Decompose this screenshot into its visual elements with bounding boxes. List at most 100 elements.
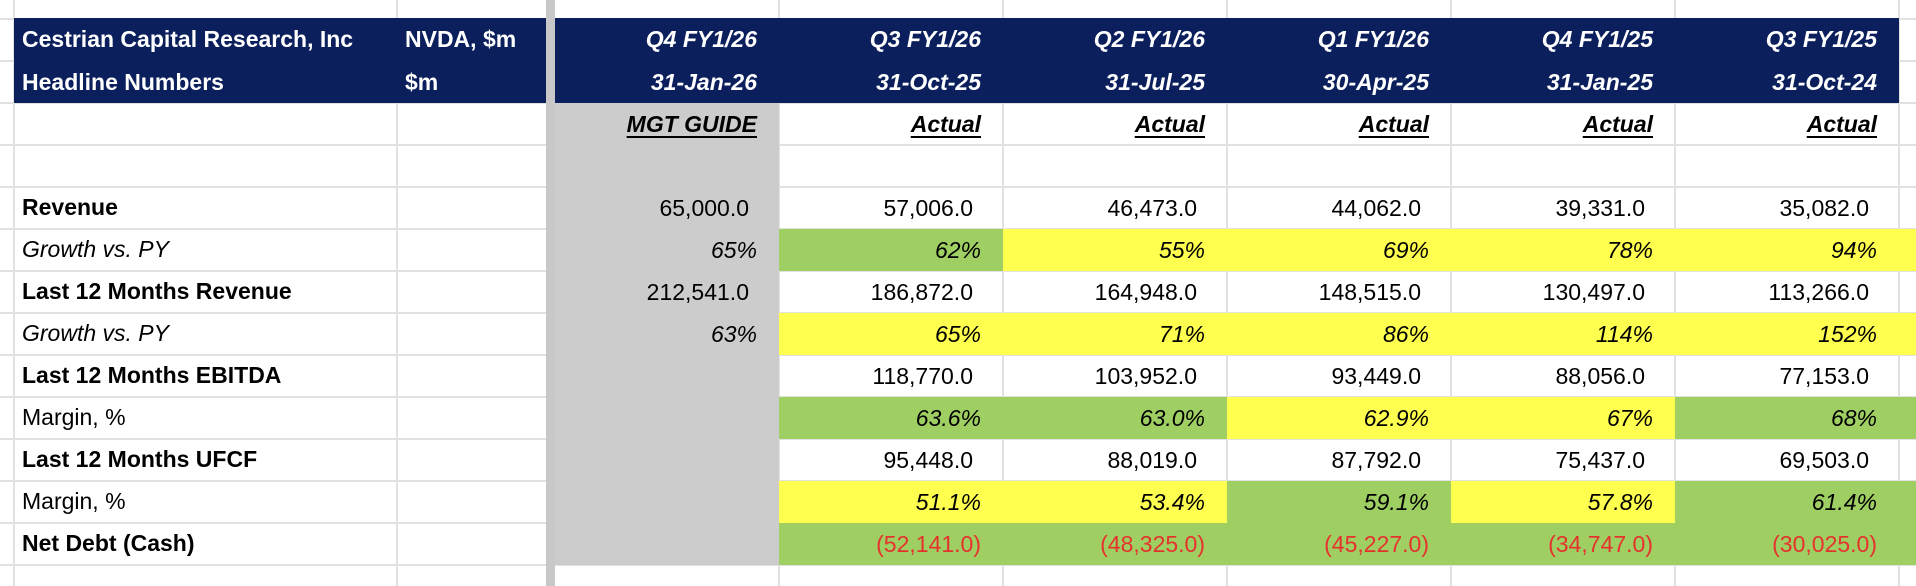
actual-label-cell[interactable]: Actual — [779, 103, 1003, 145]
row-label-cell[interactable]: Revenue — [14, 187, 396, 228]
data-cell[interactable]: 68% — [1675, 397, 1916, 439]
data-cell[interactable]: 114% — [1451, 313, 1675, 355]
row-label-cell[interactable]: Margin, % — [14, 481, 396, 522]
data-cell[interactable]: (45,227.0) — [1227, 523, 1451, 565]
data-cell[interactable] — [555, 397, 779, 439]
numeric-value: 148,515.0 — [1318, 278, 1421, 305]
column-date-header[interactable]: 31-Oct-24 — [1675, 61, 1899, 103]
mgt-guide-label-cell[interactable]: MGT GUIDE — [555, 103, 779, 145]
numeric-value: 65,000.0 — [659, 194, 749, 221]
data-cell[interactable]: 44,062.0 — [1227, 187, 1451, 229]
row-label-cell[interactable]: Last 12 Months Revenue — [14, 271, 396, 312]
column-period-header[interactable]: Q3 FY1/26 — [779, 18, 1003, 61]
data-cell[interactable]: 212,541.0 — [555, 271, 779, 313]
column-period-header[interactable]: Q2 FY1/26 — [1003, 18, 1227, 61]
column-date-header[interactable]: 31-Jan-26 — [555, 61, 779, 103]
row-label-cell[interactable]: Last 12 Months UFCF — [14, 439, 396, 480]
column-date-header[interactable]: 31-Oct-25 — [779, 61, 1003, 103]
percent-value: 67% — [1606, 404, 1653, 431]
data-cell[interactable]: 87,792.0 — [1227, 439, 1451, 481]
header-units-cell[interactable]: $m — [397, 61, 546, 103]
numeric-value: 88,056.0 — [1555, 362, 1645, 389]
data-cell[interactable]: 63.6% — [779, 397, 1003, 439]
data-cell[interactable]: 95,448.0 — [779, 439, 1003, 481]
data-cell[interactable]: 55% — [1003, 229, 1227, 271]
column-period-header[interactable]: Q4 FY1/25 — [1451, 18, 1675, 61]
data-cell[interactable]: 57,006.0 — [779, 187, 1003, 229]
data-cell[interactable]: 53.4% — [1003, 481, 1227, 523]
gridline — [1674, 0, 1676, 586]
data-cell[interactable] — [555, 355, 779, 397]
data-cell[interactable]: 86% — [1227, 313, 1451, 355]
data-cell[interactable]: 88,019.0 — [1003, 439, 1227, 481]
data-cell[interactable] — [555, 523, 779, 565]
percent-value: 69% — [1382, 236, 1429, 263]
data-cell[interactable]: 62% — [779, 229, 1003, 271]
actual-label-cell[interactable]: Actual — [1451, 103, 1675, 145]
data-cell[interactable]: 62.9% — [1227, 397, 1451, 439]
numeric-value: 35,082.0 — [1779, 194, 1869, 221]
column-type-label: Actual — [1582, 110, 1653, 137]
data-cell[interactable]: 94% — [1675, 229, 1916, 271]
data-cell[interactable]: 61.4% — [1675, 481, 1916, 523]
data-cell[interactable]: 130,497.0 — [1451, 271, 1675, 313]
row-label-cell[interactable]: Last 12 Months EBITDA — [14, 355, 396, 396]
data-cell[interactable]: 75,437.0 — [1451, 439, 1675, 481]
row-label-cell[interactable]: Growth vs. PY — [14, 229, 396, 270]
data-cell[interactable]: 103,952.0 — [1003, 355, 1227, 397]
gridline — [1226, 0, 1228, 586]
data-cell[interactable]: 63% — [555, 313, 779, 355]
data-cell[interactable]: (30,025.0) — [1675, 523, 1916, 565]
actual-label-cell[interactable]: Actual — [1227, 103, 1451, 145]
data-cell[interactable]: (52,141.0) — [779, 523, 1003, 565]
data-cell[interactable]: 39,331.0 — [1451, 187, 1675, 229]
numeric-value: 130,497.0 — [1542, 278, 1645, 305]
column-date-header[interactable]: 31-Jan-25 — [1451, 61, 1675, 103]
data-cell[interactable]: (34,747.0) — [1451, 523, 1675, 565]
data-cell[interactable]: 57.8% — [1451, 481, 1675, 523]
data-cell[interactable]: 46,473.0 — [1003, 187, 1227, 229]
row-label-cell[interactable]: Growth vs. PY — [14, 313, 396, 354]
data-cell[interactable]: 186,872.0 — [779, 271, 1003, 313]
data-cell[interactable]: 67% — [1451, 397, 1675, 439]
actual-label-cell[interactable]: Actual — [1675, 103, 1899, 145]
data-cell[interactable]: 65% — [779, 313, 1003, 355]
column-period-header[interactable]: Q3 FY1/25 — [1675, 18, 1899, 61]
data-cell[interactable] — [555, 481, 779, 523]
header-title-cell[interactable]: Cestrian Capital Research, Inc — [14, 18, 397, 61]
data-cell[interactable]: 164,948.0 — [1003, 271, 1227, 313]
data-cell[interactable]: 69% — [1227, 229, 1451, 271]
column-period-header[interactable]: Q4 FY1/26 — [555, 18, 779, 61]
actual-label-cell[interactable]: Actual — [1003, 103, 1227, 145]
data-cell[interactable]: 65% — [555, 229, 779, 271]
data-cell[interactable]: (48,325.0) — [1003, 523, 1227, 565]
data-cell[interactable] — [555, 439, 779, 481]
data-cell[interactable]: 71% — [1003, 313, 1227, 355]
column-date-header[interactable]: 31-Jul-25 — [1003, 61, 1227, 103]
data-cell[interactable]: 118,770.0 — [779, 355, 1003, 397]
freeze-pane-divider[interactable] — [546, 0, 555, 586]
column-date-header[interactable]: 30-Apr-25 — [1227, 61, 1451, 103]
row-label-cell[interactable]: Net Debt (Cash) — [14, 523, 396, 564]
data-cell[interactable]: 78% — [1451, 229, 1675, 271]
data-cell[interactable]: 88,056.0 — [1451, 355, 1675, 397]
data-cell[interactable]: 77,153.0 — [1675, 355, 1899, 397]
data-cell[interactable]: 93,449.0 — [1227, 355, 1451, 397]
ticker-label: NVDA, $m — [405, 26, 517, 52]
data-cell[interactable]: 69,503.0 — [1675, 439, 1899, 481]
data-cell[interactable]: 113,266.0 — [1675, 271, 1899, 313]
data-cell[interactable]: 59.1% — [1227, 481, 1451, 523]
header-subtitle-cell[interactable]: Headline Numbers — [14, 61, 397, 103]
data-cell[interactable]: 148,515.0 — [1227, 271, 1451, 313]
numeric-value: 93,449.0 — [1331, 362, 1421, 389]
data-cell[interactable]: 65,000.0 — [555, 187, 779, 229]
data-cell[interactable]: 63.0% — [1003, 397, 1227, 439]
row-label-cell[interactable]: Margin, % — [14, 397, 396, 438]
column-period-header[interactable]: Q1 FY1/26 — [1227, 18, 1451, 61]
data-cell[interactable]: 35,082.0 — [1675, 187, 1899, 229]
data-cell[interactable]: 51.1% — [779, 481, 1003, 523]
data-cell[interactable]: 152% — [1675, 313, 1916, 355]
header-ticker-cell[interactable]: NVDA, $m — [397, 18, 546, 61]
negative-value: (34,747.0) — [1548, 530, 1653, 557]
gridline — [0, 564, 1916, 566]
